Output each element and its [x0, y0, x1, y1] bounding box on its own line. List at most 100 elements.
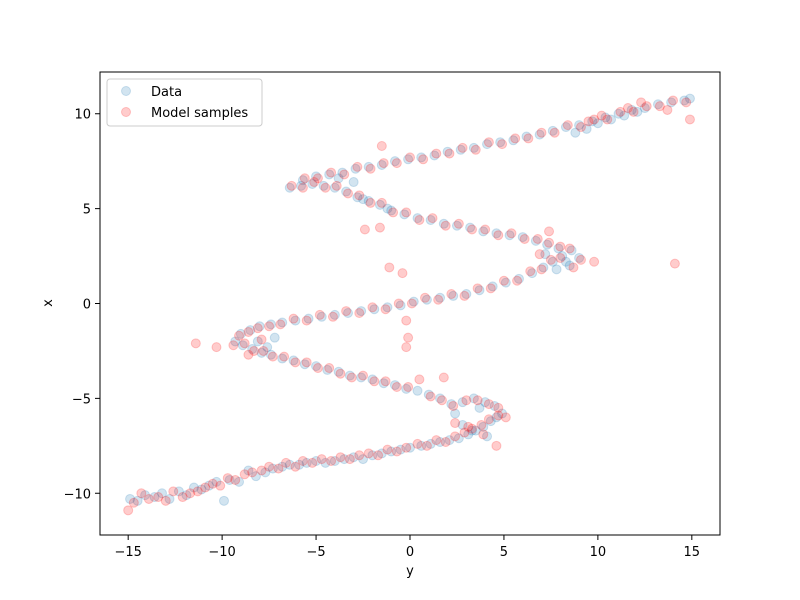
data-point [136, 488, 147, 499]
data-point [639, 103, 650, 114]
data-point [365, 163, 376, 174]
data-point [168, 486, 179, 497]
data-point [290, 461, 301, 472]
data-point [284, 459, 295, 470]
data-point [420, 292, 431, 303]
legend: Data Model samples [106, 78, 263, 127]
data-point [662, 104, 673, 115]
y-tick-label: −10 [64, 487, 91, 502]
data-point [239, 469, 250, 480]
data-point [461, 395, 472, 406]
data-point [406, 298, 417, 309]
data-point [549, 127, 560, 138]
data-point [457, 419, 468, 430]
data-point [440, 437, 451, 448]
data-point [669, 258, 680, 269]
data-point [474, 402, 485, 413]
data-point [431, 435, 442, 446]
data-point [348, 177, 359, 188]
x-tick-label: −10 [208, 545, 235, 560]
data-point [341, 186, 352, 197]
data-point [245, 325, 256, 336]
data-point [339, 169, 350, 180]
data-point [506, 228, 517, 239]
data-point [463, 421, 474, 432]
data-point [472, 395, 483, 406]
data-point [358, 370, 369, 381]
data-point [299, 173, 310, 184]
x-tick-label: 15 [684, 545, 701, 560]
data-point [446, 289, 457, 300]
data-point [575, 254, 586, 265]
data-point [566, 245, 577, 256]
data-point [474, 285, 485, 296]
data-point [480, 397, 491, 408]
data-point [555, 252, 566, 263]
data-point [384, 262, 395, 273]
data-point [256, 334, 267, 345]
y-axis-label: x [41, 299, 56, 307]
data-point [527, 268, 538, 279]
data-point [416, 440, 427, 451]
data-point [401, 207, 412, 218]
data-point [626, 104, 637, 115]
data-point [564, 243, 575, 254]
data-point [525, 266, 536, 277]
data-point [365, 197, 376, 208]
data-point [421, 440, 432, 451]
data-point [316, 454, 327, 465]
data-point [367, 302, 378, 313]
data-point [256, 465, 267, 476]
data-point [403, 154, 414, 165]
data-point [653, 99, 663, 110]
data-point [395, 300, 406, 311]
data-point [284, 182, 295, 193]
data-point [455, 144, 466, 155]
data-point [358, 194, 369, 205]
series-model-samples [123, 95, 695, 516]
data-point [320, 457, 331, 468]
data-point [592, 118, 603, 129]
data-point [613, 108, 624, 119]
data-point [247, 344, 258, 355]
data-point [256, 347, 267, 358]
data-point [346, 372, 357, 383]
data-point [243, 349, 254, 360]
data-point [435, 393, 446, 404]
data-point [267, 351, 278, 362]
data-point [684, 114, 695, 125]
data-point [495, 137, 506, 148]
data-point [457, 397, 468, 408]
data-point [418, 154, 429, 165]
data-point [320, 182, 331, 193]
data-point [435, 437, 446, 448]
data-point [478, 421, 489, 432]
data-point [228, 340, 239, 351]
data-point [530, 235, 541, 246]
data-point [382, 444, 393, 455]
data-point [425, 215, 436, 226]
data-point [356, 372, 367, 383]
data-point [504, 230, 515, 241]
data-point [354, 450, 365, 461]
data-point [542, 239, 553, 250]
data-point [491, 228, 502, 239]
data-point [188, 482, 199, 493]
data-point [339, 454, 350, 465]
data-point [267, 463, 278, 474]
data-point [369, 376, 380, 387]
data-point [491, 412, 502, 423]
data-point [583, 116, 594, 127]
x-tick-label: −15 [114, 545, 141, 560]
data-point [200, 482, 211, 493]
data-point [277, 317, 288, 328]
data-point [412, 213, 423, 224]
data-point [600, 112, 611, 123]
data-point [215, 480, 226, 491]
x-tick-label: 5 [500, 545, 508, 560]
data-point [463, 429, 474, 440]
data-point [467, 425, 477, 436]
data-point [309, 177, 320, 188]
data-point [574, 252, 585, 263]
data-point [403, 381, 414, 392]
